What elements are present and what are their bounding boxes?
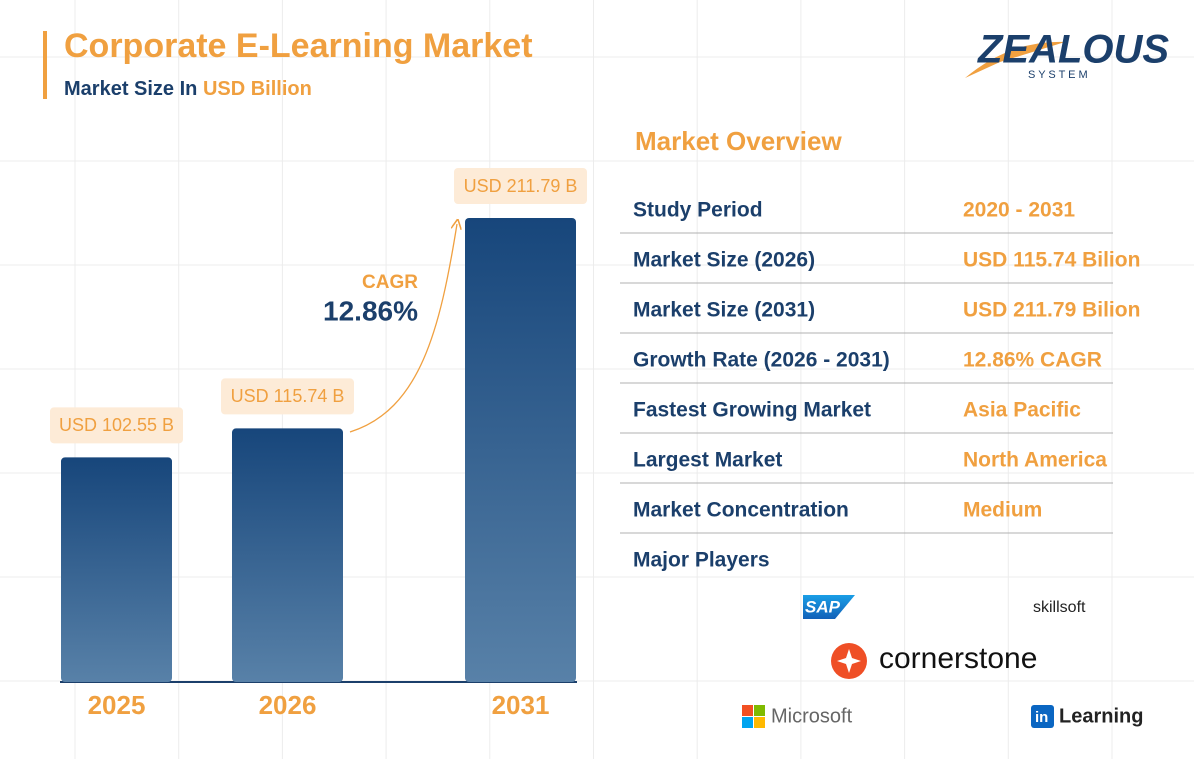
linkedin-icon (1031, 705, 1054, 728)
title-accent (43, 31, 47, 99)
row-value: USD 211.79 Bilion (963, 299, 1140, 322)
sap-text: SAP (805, 597, 841, 616)
bar (232, 428, 343, 682)
bar (61, 457, 172, 682)
subtitle-text: Market Size In (64, 78, 197, 100)
logo-name: ZEALOUS (977, 28, 1169, 72)
row-value: Asia Pacific (963, 399, 1081, 422)
sap-cut (835, 595, 856, 619)
cagr-arrow (349, 224, 457, 433)
row-label: Largest Market (633, 449, 782, 472)
cornerstone-text: cornerstone (879, 642, 1037, 675)
cagr-value: 12.86% (323, 295, 418, 326)
x-tick-label: 2031 (492, 690, 550, 720)
logo-tagline: S Y S T E M (1028, 69, 1088, 81)
ms-square (754, 705, 765, 716)
ms-square (754, 717, 765, 728)
value-label-box (221, 378, 354, 415)
subtitle: Market Size In USD Billion (64, 78, 312, 100)
value-label: USD 102.55 B (59, 415, 174, 435)
value-label: USD 211.79 B (464, 176, 578, 196)
x-tick-label: 2025 (88, 690, 146, 720)
row-label: Major Players (633, 549, 770, 572)
row-label: Market Size (2031) (633, 299, 815, 322)
linkedin-in: in (1035, 709, 1048, 726)
microsoft-text: Microsoft (771, 705, 853, 727)
learning-text: Learning (1059, 705, 1143, 727)
skillsoft-text: skillsoft (1033, 599, 1086, 616)
title: Corporate E-Learning Market (64, 27, 533, 65)
cornerstone-star (837, 649, 861, 673)
row-value: USD 115.74 Bilion (963, 249, 1140, 272)
row-value: 2020 - 2031 (963, 199, 1075, 222)
overview-title: Market Overview (635, 126, 842, 156)
row-value: Medium (963, 499, 1042, 522)
row-label: Market Size (2026) (633, 249, 815, 272)
ms-square (742, 717, 753, 728)
ms-square (742, 705, 753, 716)
row-value: North America (963, 449, 1107, 472)
row-label: Growth Rate (2026 - 2031) (633, 349, 890, 372)
row-label: Study Period (633, 199, 763, 222)
bar (465, 218, 576, 682)
overview-table: Study Period 2020 - 2031 Market Size (2026… (620, 199, 1140, 572)
value-label-box (454, 168, 587, 204)
row-value: 12.86% CAGR (963, 349, 1102, 372)
row-label: Fastest Growing Market (633, 399, 871, 422)
cagr-label: CAGR (362, 272, 418, 293)
value-label-box (50, 407, 183, 444)
row-label: Market Concentration (633, 499, 849, 522)
subtitle-unit: USD Billion (203, 78, 312, 100)
x-tick-label: 2026 (259, 690, 317, 720)
value-label: USD 115.74 B (231, 386, 345, 406)
